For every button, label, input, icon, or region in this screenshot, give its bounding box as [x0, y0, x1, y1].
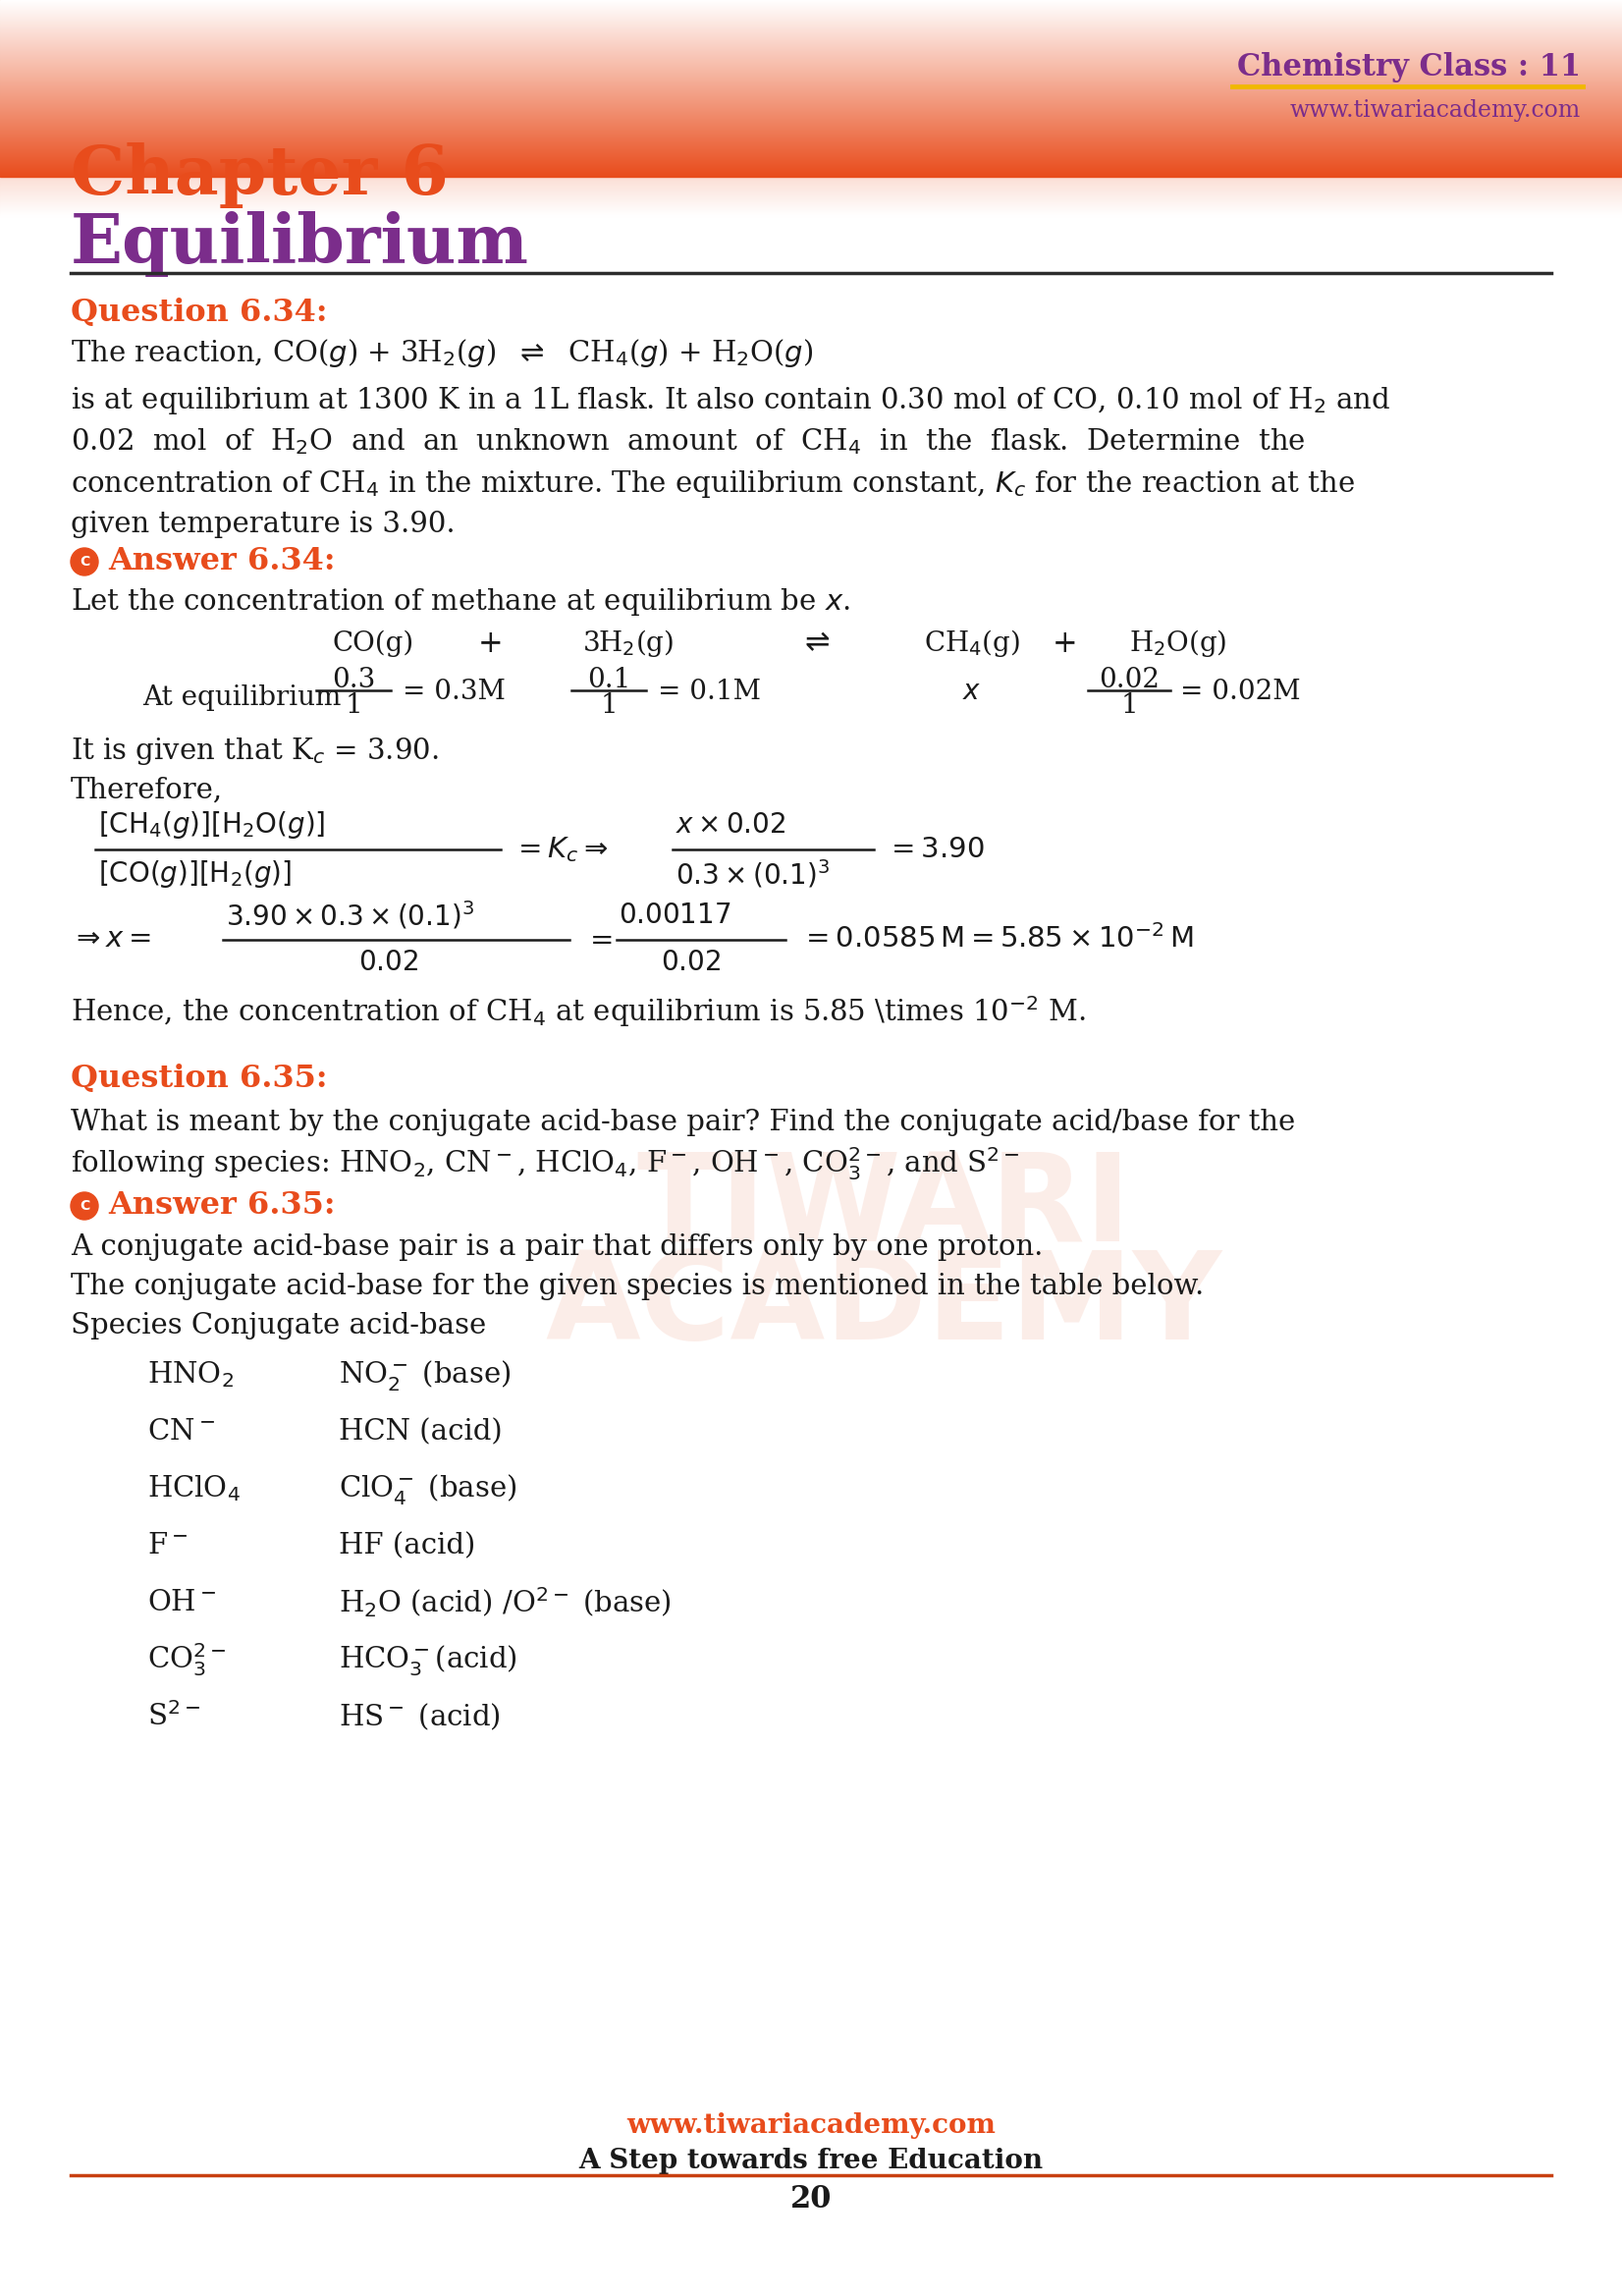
Text: www.tiwariacademy.com: www.tiwariacademy.com — [626, 2112, 996, 2140]
Text: www.tiwariacademy.com: www.tiwariacademy.com — [1289, 99, 1581, 122]
Circle shape — [71, 549, 99, 576]
Text: +: + — [1053, 629, 1079, 659]
Text: The reaction, CO($g$) + 3H$_2$($g$)  $\rightleftharpoons$  CH$_4$($g$) + H$_2$O(: The reaction, CO($g$) + 3H$_2$($g$) $\ri… — [71, 338, 813, 370]
Text: 20: 20 — [790, 2183, 832, 2216]
Text: Answer 6.35:: Answer 6.35: — [109, 1192, 336, 1221]
Circle shape — [71, 1192, 99, 1219]
Text: 1: 1 — [1121, 691, 1137, 719]
Text: $= 3.90$: $= 3.90$ — [886, 836, 985, 863]
Text: $0.02$: $0.02$ — [358, 948, 418, 976]
Text: HS$^-$ (acid): HS$^-$ (acid) — [339, 1701, 501, 1731]
Text: Question 6.34:: Question 6.34: — [71, 296, 328, 328]
Text: $[\mathrm{CO}(g)][\mathrm{H_2}(g)]$: $[\mathrm{CO}(g)][\mathrm{H_2}(g)]$ — [99, 859, 292, 891]
Text: following species: HNO$_2$, CN$^-$, HClO$_4$, F$^-$, OH$^-$, CO$_3^{2-}$, and S$: following species: HNO$_2$, CN$^-$, HClO… — [71, 1146, 1020, 1182]
Text: $0.3 \times (0.1)^3$: $0.3 \times (0.1)^3$ — [675, 859, 830, 891]
Text: = 0.1M: = 0.1M — [659, 677, 761, 705]
Text: $\Rightarrow x =$: $\Rightarrow x =$ — [71, 925, 151, 953]
Text: $x \times 0.02$: $x \times 0.02$ — [675, 813, 785, 838]
Text: Answer 6.34:: Answer 6.34: — [109, 546, 336, 576]
Text: CO(g): CO(g) — [333, 629, 414, 657]
Text: CO$_3^{2-}$: CO$_3^{2-}$ — [148, 1642, 225, 1678]
Text: $[\mathrm{CH_4}(g)][\mathrm{H_2O}(g)]$: $[\mathrm{CH_4}(g)][\mathrm{H_2O}(g)]$ — [99, 808, 326, 840]
Text: 1: 1 — [600, 691, 618, 719]
Text: $0.02$: $0.02$ — [660, 948, 720, 976]
Text: HNO$_2$: HNO$_2$ — [148, 1359, 234, 1389]
Text: OH$^-$: OH$^-$ — [148, 1589, 216, 1616]
Text: H$_2$O (acid) /O$^{2-}$ (base): H$_2$O (acid) /O$^{2-}$ (base) — [339, 1587, 672, 1619]
Text: HClO$_4$: HClO$_4$ — [148, 1474, 240, 1504]
Text: $0.00117$: $0.00117$ — [618, 902, 732, 928]
Text: +: + — [478, 629, 503, 659]
Text: C: C — [79, 1199, 89, 1212]
Text: F$^-$: F$^-$ — [148, 1531, 188, 1559]
Text: Equilibrium: Equilibrium — [71, 211, 529, 276]
Text: HCO$_3^-$(acid): HCO$_3^-$(acid) — [339, 1642, 517, 1676]
Text: 0.02  mol  of  H$_2$O  and  an  unknown  amount  of  CH$_4$  in  the  flask.  De: 0.02 mol of H$_2$O and an unknown amount… — [71, 427, 1306, 457]
Text: 0.1: 0.1 — [587, 666, 631, 693]
Text: It is given that K$_c$ = 3.90.: It is given that K$_c$ = 3.90. — [71, 735, 438, 767]
Text: Species Conjugate acid-base: Species Conjugate acid-base — [71, 1311, 487, 1339]
Text: C: C — [79, 556, 89, 569]
Text: Chemistry Class : 11: Chemistry Class : 11 — [1238, 51, 1581, 83]
Text: 0.02: 0.02 — [1098, 666, 1160, 693]
Text: Chapter 6: Chapter 6 — [71, 142, 449, 207]
Text: At equilibrium: At equilibrium — [143, 684, 341, 709]
Text: A conjugate acid-base pair is a pair that differs only by one proton.: A conjugate acid-base pair is a pair tha… — [71, 1233, 1043, 1261]
Text: NO$_2^-$ (base): NO$_2^-$ (base) — [339, 1357, 511, 1391]
Text: ClO$_4^-$ (base): ClO$_4^-$ (base) — [339, 1472, 517, 1506]
Text: Therefore,: Therefore, — [71, 776, 222, 804]
Text: concentration of CH$_4$ in the mixture. The equilibrium constant, $K_c$ for the : concentration of CH$_4$ in the mixture. … — [71, 468, 1354, 501]
Text: $x$: $x$ — [962, 680, 981, 705]
Text: A Step towards free Education: A Step towards free Education — [579, 2147, 1043, 2174]
Text: is at equilibrium at 1300 K in a 1L flask. It also contain 0.30 mol of CO, 0.10 : is at equilibrium at 1300 K in a 1L flas… — [71, 386, 1390, 416]
Text: TIWARI: TIWARI — [636, 1148, 1131, 1267]
Text: $\rightleftharpoons$: $\rightleftharpoons$ — [800, 629, 830, 659]
Text: What is meant by the conjugate acid-base pair? Find the conjugate acid/base for : What is meant by the conjugate acid-base… — [71, 1109, 1296, 1137]
Text: 3H$_2$(g): 3H$_2$(g) — [582, 627, 675, 659]
Text: Let the concentration of methane at equilibrium be $x$.: Let the concentration of methane at equi… — [71, 585, 850, 618]
Text: Question 6.35:: Question 6.35: — [71, 1063, 328, 1093]
Text: ACADEMY: ACADEMY — [545, 1247, 1221, 1366]
Text: HF (acid): HF (acid) — [339, 1531, 475, 1559]
Text: $= K_c \Rightarrow$: $= K_c \Rightarrow$ — [513, 836, 608, 863]
Text: The conjugate acid-base for the given species is mentioned in the table below.: The conjugate acid-base for the given sp… — [71, 1272, 1204, 1300]
Text: $=$: $=$ — [584, 925, 613, 953]
Text: HCN (acid): HCN (acid) — [339, 1419, 503, 1446]
Text: S$^{2-}$: S$^{2-}$ — [148, 1701, 201, 1731]
Text: H$_2$O(g): H$_2$O(g) — [1129, 627, 1228, 659]
Text: $= 0.0585\,\mathrm{M} = 5.85 \times 10^{-2}\,\mathrm{M}$: $= 0.0585\,\mathrm{M} = 5.85 \times 10^{… — [800, 925, 1194, 953]
Text: given temperature is 3.90.: given temperature is 3.90. — [71, 510, 456, 537]
Text: 0.3: 0.3 — [333, 666, 375, 693]
Text: $3.90 \times 0.3 \times (0.1)^3$: $3.90 \times 0.3 \times (0.1)^3$ — [225, 900, 474, 932]
Text: 1: 1 — [345, 691, 362, 719]
Text: CH$_4$(g): CH$_4$(g) — [925, 627, 1020, 659]
Text: = 0.3M: = 0.3M — [402, 677, 506, 705]
Text: CN$^-$: CN$^-$ — [148, 1419, 216, 1446]
Text: Hence, the concentration of CH$_4$ at equilibrium is 5.85 \times 10$^{-2}$ M.: Hence, the concentration of CH$_4$ at eq… — [71, 994, 1087, 1029]
Text: = 0.02M: = 0.02M — [1181, 677, 1301, 705]
